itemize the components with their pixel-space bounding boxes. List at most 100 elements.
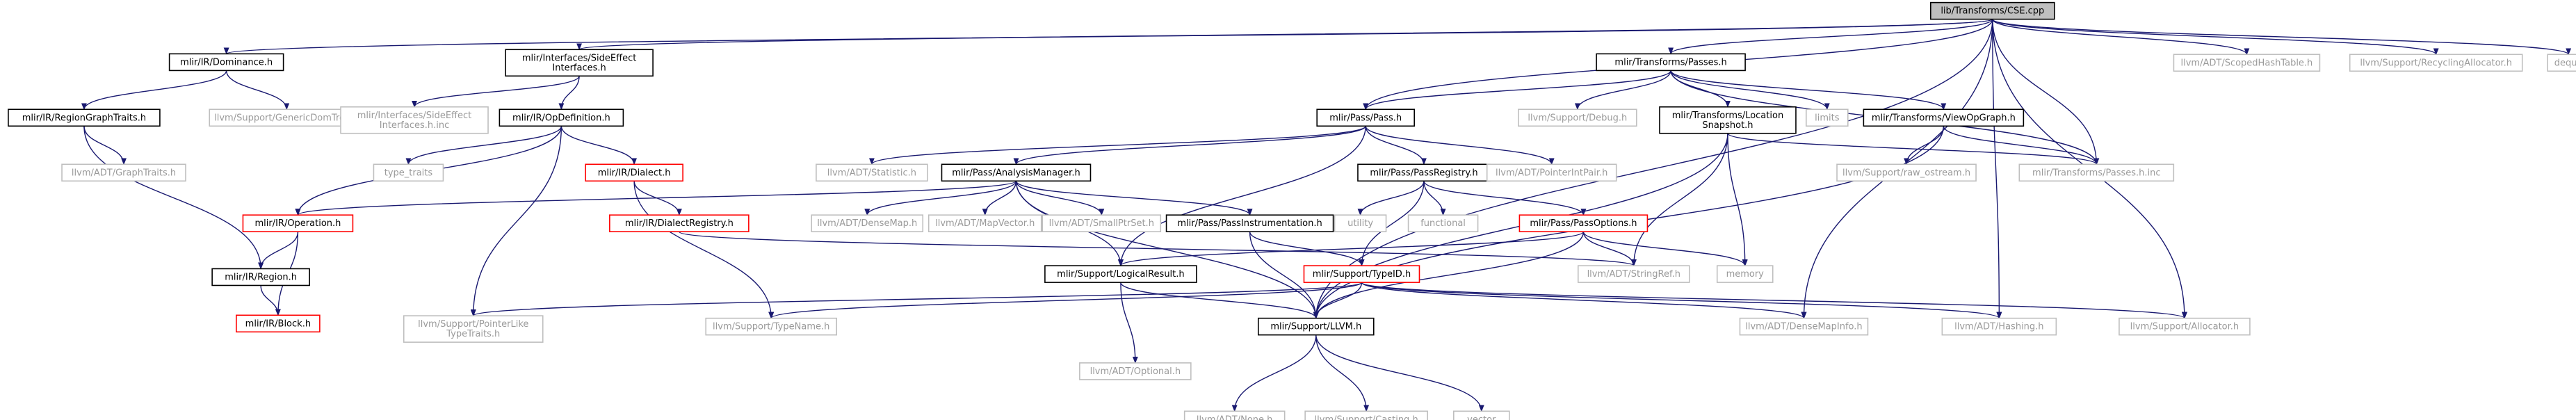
node-logical[interactable]: mlir/Support/LogicalResult.h <box>1044 265 1197 283</box>
edge <box>1361 282 2002 319</box>
node-label: llvm/Support/PointerLike <box>418 319 528 330</box>
edge <box>1904 126 1945 165</box>
node-region[interactable]: mlir/IR/Region.h <box>211 268 310 286</box>
node-popts[interactable]: mlir/Pass/PassOptions.h <box>1518 214 1649 232</box>
node-cse[interactable]: lib/Transforms/CSE.cpp <box>1930 1 2055 20</box>
node-box <box>1304 410 1428 420</box>
edge <box>258 232 299 270</box>
edge <box>576 18 1993 51</box>
node-rawos: llvm/Support/raw_ostream.h <box>1836 163 1977 182</box>
edge-dialect-to-typename <box>633 181 775 319</box>
node-am[interactable]: mlir/Pass/AnalysisManager.h <box>941 163 1092 182</box>
edge <box>1630 133 1728 267</box>
node-pass[interactable]: mlir/Pass/Pass.h <box>1316 108 1415 127</box>
edge-pinst-to-llvmh <box>1249 232 1319 319</box>
node-label: mlir/Interfaces/SideEffect <box>357 111 472 121</box>
edge <box>864 181 1017 216</box>
edge-dom-to-rgt <box>81 70 227 111</box>
node-label: Snapshot.h <box>1702 120 1753 131</box>
node-memory: memory <box>1716 265 1774 283</box>
edge-opdef-to-dialect <box>560 126 638 165</box>
node-typeid[interactable]: mlir/Support/TypeID.h <box>1303 265 1420 283</box>
node-box <box>1316 108 1415 127</box>
node-label: type_traits <box>384 168 433 178</box>
node-label: memory <box>1726 269 1765 280</box>
node-label: llvm/ADT/DenseMapInfo.h <box>1745 322 1862 332</box>
node-box <box>403 315 544 343</box>
node-label: mlir/Support/LogicalResult.h <box>1057 269 1184 280</box>
node-preg[interactable]: mlir/Pass/PassRegistry.h <box>1357 163 1491 182</box>
node-block[interactable]: mlir/IR/Block.h <box>236 314 321 333</box>
node-rgt[interactable]: mlir/IR/RegionGraphTraits.h <box>8 108 161 127</box>
node-box <box>585 163 683 182</box>
edge <box>1943 126 2100 165</box>
edge <box>1249 231 1365 267</box>
node-opdef[interactable]: mlir/IR/OpDefinition.h <box>499 108 624 127</box>
edge-dialreg-to-stringref <box>679 231 1637 267</box>
node-operation[interactable]: mlir/IR/Operation.h <box>242 214 354 232</box>
edge-cse-to-recycle <box>1992 19 2439 56</box>
edge <box>1357 181 1425 216</box>
node-box <box>340 106 489 134</box>
edge <box>1117 126 1366 267</box>
edge <box>470 126 562 317</box>
node-label: llvm/ADT/Optional.h <box>1090 366 1181 377</box>
node-label: limits <box>1815 113 1840 123</box>
edge-llvmh-to-none <box>1231 334 1317 412</box>
edge <box>83 126 264 270</box>
node-utility: utility <box>1334 214 1387 232</box>
edge-am-to-mapvec <box>982 181 1017 216</box>
node-label: mlir/Transforms/Passes.h.inc <box>2032 168 2160 178</box>
edge <box>1582 231 1748 267</box>
edge <box>1992 19 2002 319</box>
node-pinst[interactable]: mlir/Pass/PassInstrumentation.h <box>1165 214 1334 232</box>
node-label: mlir/Pass/PassRegistry.h <box>1370 168 1477 178</box>
edge <box>1359 181 1425 267</box>
edge <box>1013 125 1366 165</box>
edge-popts-to-llvmh <box>1313 232 1585 319</box>
edge <box>1574 70 1671 111</box>
node-functional: functional <box>1407 214 1479 232</box>
node-box <box>1836 163 1977 182</box>
edge-opdef-to-ptrlike <box>470 126 562 317</box>
edge-seif-to-seifinc <box>412 75 580 108</box>
node-box <box>1303 265 1420 283</box>
edge-cse-to-seif <box>576 18 1993 51</box>
node-layer: lib/Transforms/CSE.cpp mlir/IR/Dominance.… <box>8 1 2576 420</box>
edge <box>1315 334 1370 412</box>
node-tpasses[interactable]: mlir/Transforms/Passes.h <box>1596 53 1746 72</box>
node-label: mlir/Pass/PassOptions.h <box>1530 218 1637 229</box>
node-box <box>1407 214 1479 232</box>
node-label: llvm/ADT/Statistic.h <box>827 168 916 178</box>
node-label: mlir/Transforms/Location <box>1672 111 1783 121</box>
node-label: mlir/IR/DialectRegistry.h <box>625 218 734 229</box>
node-hashing: llvm/ADT/Hashing.h <box>1941 317 2057 336</box>
node-dom[interactable]: mlir/IR/Dominance.h <box>168 53 284 72</box>
edge-logical-to-optional <box>1120 282 1138 364</box>
node-graphtraits: llvm/ADT/GraphTraits.h <box>61 163 186 182</box>
node-box <box>2119 317 2251 336</box>
edge <box>1231 334 1317 412</box>
node-box <box>1357 163 1491 182</box>
node-seifinc: mlir/Interfaces/SideEffectInterfaces.h.i… <box>340 106 489 134</box>
node-box <box>1452 410 1510 420</box>
edge-locsnap-to-memory <box>1727 133 1748 267</box>
edge <box>558 76 580 111</box>
node-optional: llvm/ADT/Optional.h <box>1079 362 1192 380</box>
edge-preg-to-functional <box>1423 181 1446 216</box>
node-dialect[interactable]: mlir/IR/Dialect.h <box>585 163 683 182</box>
node-box <box>2173 54 2321 72</box>
node-viewop[interactable]: mlir/Transforms/ViewOpGraph.h <box>1863 108 2025 127</box>
node-box <box>168 53 284 72</box>
node-dialreg[interactable]: mlir/IR/DialectRegistry.h <box>609 214 750 232</box>
edge <box>1992 19 2571 56</box>
node-none: llvm/ADT/None.h <box>1183 410 1286 420</box>
edge <box>869 125 1366 165</box>
node-llvmh[interactable]: mlir/Support/LLVM.h <box>1257 317 1375 336</box>
edge <box>81 70 227 111</box>
edge-popts-to-logical <box>1118 231 1585 267</box>
edge <box>1670 70 1947 111</box>
edge <box>412 75 580 108</box>
